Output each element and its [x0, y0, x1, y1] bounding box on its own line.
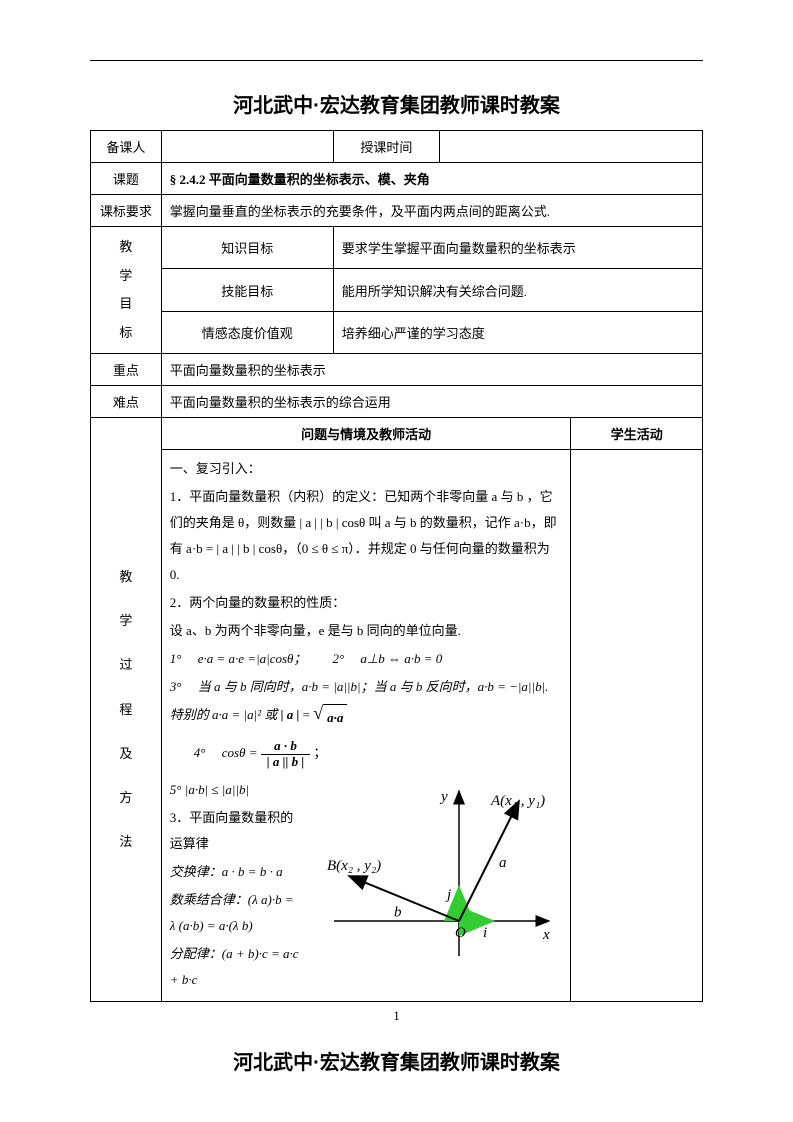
sqrt-icon: √a·a [313, 704, 347, 731]
para-2d-pre: 特别的 a·a = |a|² 或 [170, 707, 281, 722]
label-preparer: 备课人 [91, 131, 162, 163]
label-process: 教学过程及方法 [91, 418, 162, 1002]
obj-attitude-label: 情感态度价值观 [161, 311, 333, 353]
obj-attitude-text: 培养细心严谨的学习态度 [333, 311, 702, 353]
student-activity-cell [571, 450, 703, 1002]
vector-diagram: A(x₁ , y₁) B(x₂ , y₂) a b x y Oj i [314, 781, 554, 970]
obj-skill-text: 能用所学知识解决有关综合问题. [333, 269, 702, 311]
focus-text: 平面向量数量积的坐标表示 [161, 354, 702, 386]
svg-text:b: b [394, 904, 402, 920]
para-2e-post: ； [313, 745, 326, 760]
top-rule [90, 60, 703, 61]
svg-text:y: y [439, 789, 448, 805]
svg-text:i: i [483, 925, 487, 941]
fraction: a · b | a || b | [261, 739, 310, 769]
obj-knowledge-text: 要求学生掌握平面向量数量积的坐标表示 [333, 227, 702, 269]
para-1: 1．平面向量数量积（内积）的定义：已知两个非零向量 a 与 b ，它们的夹角是 … [170, 484, 563, 588]
para-2c: 3° 当 a 与 b 同向时，a·b = |a||b|；当 a 与 b 反向时，… [170, 674, 563, 700]
topic-title: § 2.4.2 平面向量数量积的坐标表示、模、夹角 [161, 163, 702, 195]
value-teach-time [439, 131, 702, 163]
para-2a: 设 a、b 为两个非零向量，e 是与 b 同向的单位向量. [170, 618, 563, 644]
lesson-plan-table: 备课人 授课时间 课题 § 2.4.2 平面向量数量积的坐标表示、模、夹角 课标… [90, 130, 703, 1002]
para-2d: 特别的 a·a = |a|² 或 | a | = √a·a [170, 702, 563, 731]
footer-title: 河北武中·宏达教育集团教师课时教案 [90, 1046, 703, 1075]
para-2d-eq: = [303, 707, 314, 722]
svg-text:B(x₂ , y₂): B(x₂ , y₂) [327, 858, 381, 874]
sec1-title: 一、复习引入： [170, 456, 563, 482]
value-preparer [161, 131, 333, 163]
para-2e-pre: 4° cosθ = [194, 745, 261, 760]
para-2: 2．两个向量的数量积的性质： [170, 590, 563, 616]
obj-skill-label: 技能目标 [161, 269, 333, 311]
page-number: 1 [90, 1008, 703, 1024]
svg-text:x: x [542, 927, 550, 943]
svg-text:j: j [445, 887, 451, 903]
svg-text:A(x₁ , y₁): A(x₁ , y₁) [490, 793, 545, 809]
svg-text:O: O [455, 925, 466, 941]
main-content: 一、复习引入： 1．平面向量数量积（内积）的定义：已知两个非零向量 a 与 b … [161, 450, 571, 1002]
label-topic: 课题 [91, 163, 162, 195]
label-focus: 重点 [91, 354, 162, 386]
col-right-header: 学生活动 [571, 418, 703, 450]
para-2b: 1° e·a = a·e =|a|cosθ； 2° a⊥b ⇔ a·b = 0 [170, 646, 563, 672]
obj-knowledge-label: 知识目标 [161, 227, 333, 269]
para-2d-a: | a | [281, 707, 300, 722]
difficulty-text: 平面向量数量积的坐标表示的综合运用 [161, 386, 702, 418]
label-standard: 课标要求 [91, 195, 162, 227]
svg-text:a: a [499, 855, 507, 871]
standard-text: 掌握向量垂直的坐标表示的充要条件，及平面内两点间的距离公式. [161, 195, 702, 227]
col-left-header: 问题与情境及教师活动 [161, 418, 571, 450]
label-objectives: 教学目标 [91, 227, 162, 354]
para-2e: 4° cosθ = a · b | a || b | ； [194, 739, 563, 769]
page-title: 河北武中·宏达教育集团教师课时教案 [90, 89, 703, 118]
label-teach-time: 授课时间 [333, 131, 439, 163]
label-difficulty: 难点 [91, 386, 162, 418]
diagram-svg: A(x₁ , y₁) B(x₂ , y₂) a b x y Oj i [314, 781, 554, 961]
